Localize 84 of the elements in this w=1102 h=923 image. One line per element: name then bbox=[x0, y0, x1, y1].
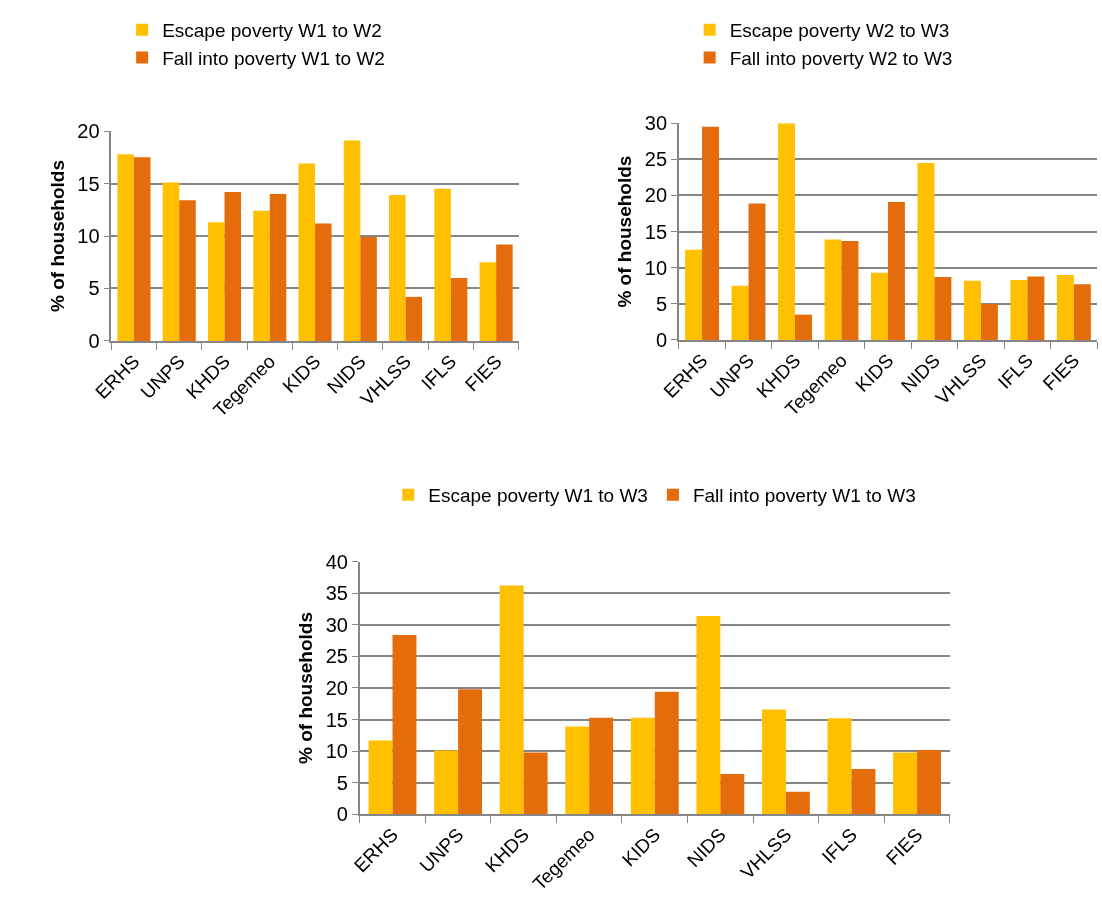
y-tick-label: 5 bbox=[88, 277, 100, 300]
y-tick-label: 30 bbox=[325, 613, 348, 636]
legend-label: Escape poverty W1 to W3 bbox=[428, 485, 648, 507]
legend-label: Fall into poverty W1 to W3 bbox=[692, 485, 916, 507]
bar bbox=[841, 241, 859, 340]
y-axis-title: % of households bbox=[46, 160, 68, 313]
y-tick-label: 40 bbox=[325, 550, 348, 573]
y-tick-label: 20 bbox=[325, 676, 348, 699]
bar bbox=[851, 768, 876, 815]
bar bbox=[450, 277, 468, 341]
bar bbox=[748, 203, 766, 340]
bar bbox=[458, 689, 482, 815]
bar bbox=[392, 634, 417, 815]
bar bbox=[685, 249, 703, 340]
bar bbox=[731, 285, 749, 340]
bar bbox=[1010, 280, 1028, 340]
bar bbox=[1073, 284, 1091, 340]
bar bbox=[405, 296, 423, 341]
y-tick-label: 20 bbox=[77, 120, 100, 143]
y-tick-label: 15 bbox=[77, 172, 100, 195]
bar bbox=[496, 244, 513, 341]
bar bbox=[434, 188, 451, 341]
bar bbox=[253, 210, 270, 341]
bar bbox=[1056, 274, 1074, 340]
y-tick-label: 10 bbox=[644, 256, 668, 279]
bar bbox=[360, 237, 377, 341]
bar bbox=[298, 163, 316, 341]
bar bbox=[870, 272, 888, 340]
bar bbox=[589, 717, 614, 815]
bar bbox=[824, 239, 842, 340]
y-tick-label: 0 bbox=[336, 803, 348, 826]
bar bbox=[696, 615, 721, 815]
bar bbox=[934, 277, 952, 340]
bar bbox=[761, 709, 786, 815]
y-tick-label: 20 bbox=[644, 184, 668, 207]
bar bbox=[434, 750, 459, 815]
bar bbox=[117, 154, 134, 341]
legend-label: Escape poverty W2 to W3 bbox=[729, 20, 950, 42]
bar bbox=[778, 123, 796, 340]
y-tick-label: 15 bbox=[644, 220, 668, 243]
bar bbox=[224, 191, 242, 341]
bar bbox=[565, 726, 590, 815]
bar bbox=[368, 740, 393, 815]
bar bbox=[827, 718, 852, 815]
legend-label: Fall into poverty W2 to W3 bbox=[729, 47, 953, 69]
bar bbox=[343, 140, 361, 341]
bar bbox=[1027, 276, 1045, 340]
bar bbox=[917, 749, 941, 815]
y-tick-label: 25 bbox=[644, 148, 668, 171]
y-tick-label: 10 bbox=[77, 225, 100, 248]
y-tick-label: 30 bbox=[644, 112, 668, 135]
bar bbox=[269, 194, 287, 341]
y-tick-label: 10 bbox=[325, 740, 348, 763]
y-tick-label: 0 bbox=[655, 328, 668, 351]
y-tick-label: 5 bbox=[655, 292, 668, 315]
legend-label: Escape poverty W1 to W2 bbox=[162, 20, 382, 42]
bar bbox=[887, 202, 905, 340]
y-tick-label: 5 bbox=[336, 771, 348, 794]
bar bbox=[523, 752, 548, 815]
bar bbox=[179, 200, 196, 341]
bar bbox=[133, 157, 151, 341]
bar bbox=[630, 717, 655, 815]
y-tick-label: 15 bbox=[325, 708, 348, 731]
bar bbox=[207, 222, 225, 341]
bar bbox=[980, 303, 998, 340]
y-tick-label: 0 bbox=[88, 329, 100, 352]
bar bbox=[654, 691, 679, 815]
bar bbox=[795, 314, 812, 340]
bar bbox=[162, 182, 180, 341]
bar bbox=[389, 195, 406, 341]
bar bbox=[479, 262, 497, 341]
bar bbox=[499, 585, 524, 815]
legend-label: Fall into poverty W1 to W2 bbox=[162, 47, 385, 69]
bar bbox=[785, 791, 810, 815]
bar bbox=[315, 223, 332, 341]
y-tick-label: 35 bbox=[325, 582, 348, 605]
y-axis-title: % of households bbox=[295, 611, 317, 764]
bar bbox=[893, 752, 918, 815]
y-tick-label: 25 bbox=[325, 645, 348, 668]
bar bbox=[720, 773, 745, 815]
bar bbox=[917, 162, 935, 340]
bar bbox=[963, 280, 981, 340]
bar bbox=[702, 126, 720, 340]
y-axis-title: % of households bbox=[614, 155, 636, 308]
